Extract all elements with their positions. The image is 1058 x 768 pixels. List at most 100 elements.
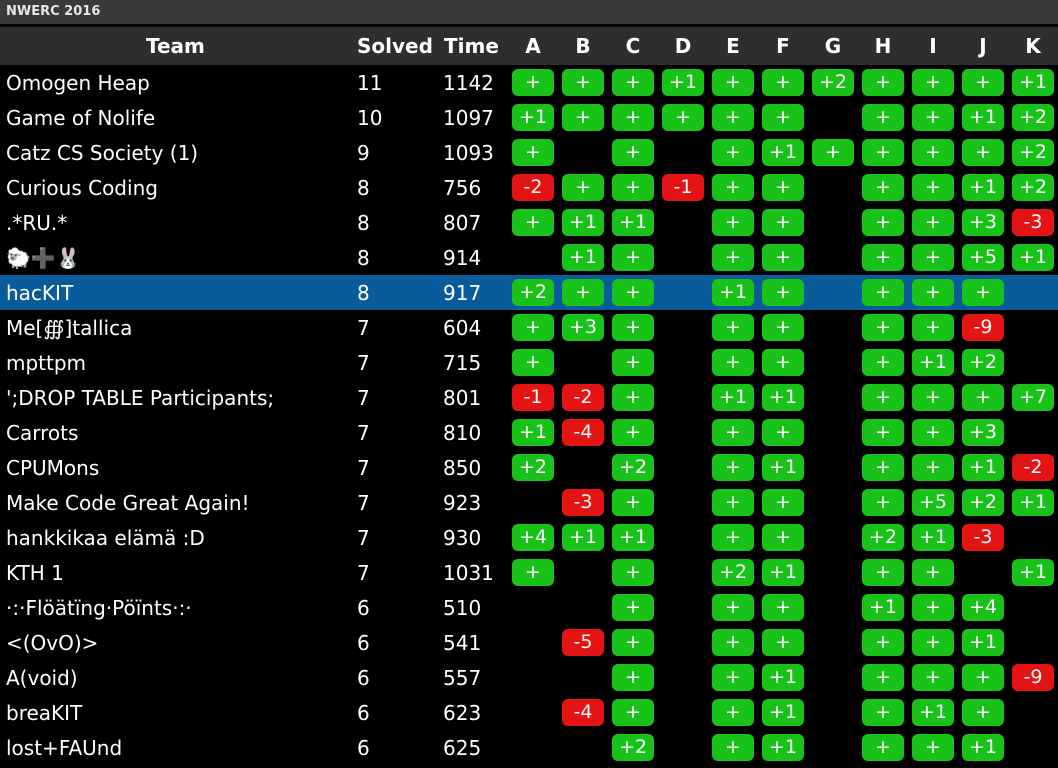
solved-badge-h: +	[862, 349, 904, 376]
solved-badge-h: +	[862, 664, 904, 691]
solved-badge-c: +1	[612, 524, 654, 551]
team-row[interactable]: Me[∰]tallica 7 604 + +3 + + + + + -9	[0, 310, 1058, 345]
header-problem-g: G	[824, 34, 842, 58]
failed-badge-k: -9	[1012, 664, 1054, 691]
solved-badge-i: +5	[912, 489, 954, 516]
team-name: <(OvO)>	[6, 631, 99, 655]
team-row[interactable]: ';DROP TABLE Participants; 7 801 -1 -2 + +1 +1 +…	[0, 380, 1058, 415]
solved-badge-h: +	[862, 174, 904, 201]
team-name: hacKIT	[6, 281, 74, 305]
solved-badge-f: +	[762, 244, 804, 271]
solved-badge-e: +	[712, 629, 754, 656]
solved-badge-c: +	[612, 664, 654, 691]
solved-count: 8	[357, 176, 370, 200]
solved-count: 11	[357, 71, 383, 95]
solved-badge-c: +	[612, 349, 654, 376]
team-row[interactable]: Omogen Heap 11 1142 + + + +1 + + +2 + + + +1	[0, 65, 1058, 100]
solved-badge-h: +	[862, 734, 904, 761]
failed-badge-j: -9	[962, 314, 1004, 341]
solved-badge-c: +2	[612, 734, 654, 761]
penalty-time: 1031	[443, 561, 494, 585]
penalty-time: 850	[443, 456, 482, 480]
solved-badge-e: +	[712, 664, 754, 691]
solved-badge-i: +1	[912, 524, 954, 551]
solved-count: 9	[357, 141, 370, 165]
team-row[interactable]: Curious Coding 8 756 -2 + + -1 + + + + +1 +2	[0, 170, 1058, 205]
solved-badge-e: +2	[712, 559, 754, 586]
solved-badge-h: +	[862, 699, 904, 726]
team-row[interactable]: Catz CS Society (1) 9 1093 + + + +1 + + + + +2	[0, 135, 1058, 170]
solved-badge-j: +2	[962, 489, 1004, 516]
solved-badge-h: +	[862, 454, 904, 481]
solved-badge-b: +3	[562, 314, 604, 341]
team-row[interactable]: breaKIT 6 623 -4 + + +1 + +1 +	[0, 695, 1058, 730]
solved-badge-e: +	[712, 104, 754, 131]
window-titlebar: NWERC 2016	[0, 0, 1058, 24]
team-row[interactable]: A(void) 6 557 + + +1 + + + -9	[0, 660, 1058, 695]
solved-badge-e: +	[712, 209, 754, 236]
solved-badge-i: +	[912, 419, 954, 446]
solved-badge-j: +3	[962, 419, 1004, 446]
team-row[interactable]: CPUMons 7 850 +2 +2 + +1 + + +1 -2	[0, 450, 1058, 485]
solved-badge-f: +	[762, 629, 804, 656]
penalty-time: 810	[443, 421, 482, 445]
header-problem-k: K	[1025, 34, 1041, 58]
solved-badge-a: +2	[512, 454, 554, 481]
team-row[interactable]: KTH 1 7 1031 + + +2 +1 + + +1	[0, 555, 1058, 590]
penalty-time: 756	[443, 176, 482, 200]
solved-count: 6	[357, 736, 370, 760]
solved-badge-f: +1	[762, 384, 804, 411]
solved-badge-c: +	[612, 279, 654, 306]
solved-count: 6	[357, 666, 370, 690]
solved-badge-f: +	[762, 419, 804, 446]
solved-badge-i: +1	[912, 699, 954, 726]
solved-badge-h: +1	[862, 594, 904, 621]
penalty-time: 625	[443, 736, 482, 760]
team-row[interactable]: Make Code Great Again! 7 923 -3 + + + + +5 +2 +1	[0, 485, 1058, 520]
solved-badge-b: +1	[562, 209, 604, 236]
solved-badge-i: +	[912, 244, 954, 271]
solved-badge-k: +2	[1012, 104, 1054, 131]
team-row[interactable]: ·:·Flöätïng·Pöïnts·:· 6 510 + + + +1 + +4	[0, 590, 1058, 625]
solved-badge-d: +1	[662, 69, 704, 96]
solved-count: 8	[357, 211, 370, 235]
team-row[interactable]: Carrots 7 810 +1 -4 + + + + + +3	[0, 415, 1058, 450]
solved-count: 6	[357, 631, 370, 655]
penalty-time: 801	[443, 386, 482, 410]
solved-badge-f: +	[762, 209, 804, 236]
team-row[interactable]: 🐑➕🐰 8 914 +1 + + + + + +5 +1	[0, 240, 1058, 275]
penalty-time: 604	[443, 316, 482, 340]
solved-count: 7	[357, 386, 370, 410]
team-row[interactable]: .*RU.* 8 807 + +1 +1 + + + + +3 -3	[0, 205, 1058, 240]
solved-badge-j: +1	[962, 734, 1004, 761]
solved-badge-f: +	[762, 69, 804, 96]
team-row[interactable]: mpttpm 7 715 + + + + + +1 +2	[0, 345, 1058, 380]
solved-badge-k: +1	[1012, 489, 1054, 516]
team-name: .*RU.*	[6, 211, 68, 235]
solved-badge-i: +	[912, 69, 954, 96]
team-row[interactable]: hankkikaa elämä :D 7 930 +4 +1 +1 + + +2 +1 -3	[0, 520, 1058, 555]
header-problem-h: H	[874, 34, 892, 58]
solved-badge-j: +	[962, 699, 1004, 726]
solved-badge-a: +1	[512, 419, 554, 446]
penalty-time: 623	[443, 701, 482, 725]
team-row[interactable]: Game of Nolife 10 1097 +1 + + + + + + + +1 +2	[0, 100, 1058, 135]
failed-badge-b: -3	[562, 489, 604, 516]
team-name: Omogen Heap	[6, 71, 150, 95]
team-name: A(void)	[6, 666, 78, 690]
solved-badge-j: +3	[962, 209, 1004, 236]
solved-badge-i: +	[912, 454, 954, 481]
penalty-time: 510	[443, 596, 482, 620]
solved-badge-c: +2	[612, 454, 654, 481]
solved-badge-a: +	[512, 314, 554, 341]
team-row[interactable]: <(OvO)> 6 541 -5 + + + + + +1	[0, 625, 1058, 660]
failed-badge-a: -1	[512, 384, 554, 411]
team-row[interactable]: hacKIT 8 917 +2 + + +1 + + + +	[0, 275, 1058, 310]
team-name: Make Code Great Again!	[6, 491, 250, 515]
solved-badge-a: +	[512, 559, 554, 586]
solved-badge-e: +	[712, 524, 754, 551]
solved-badge-b: +	[562, 174, 604, 201]
team-name: breaKIT	[6, 701, 83, 725]
solved-badge-c: +	[612, 629, 654, 656]
team-row[interactable]: lost+FAUnd 6 625 +2 + +1 + + +1	[0, 730, 1058, 765]
